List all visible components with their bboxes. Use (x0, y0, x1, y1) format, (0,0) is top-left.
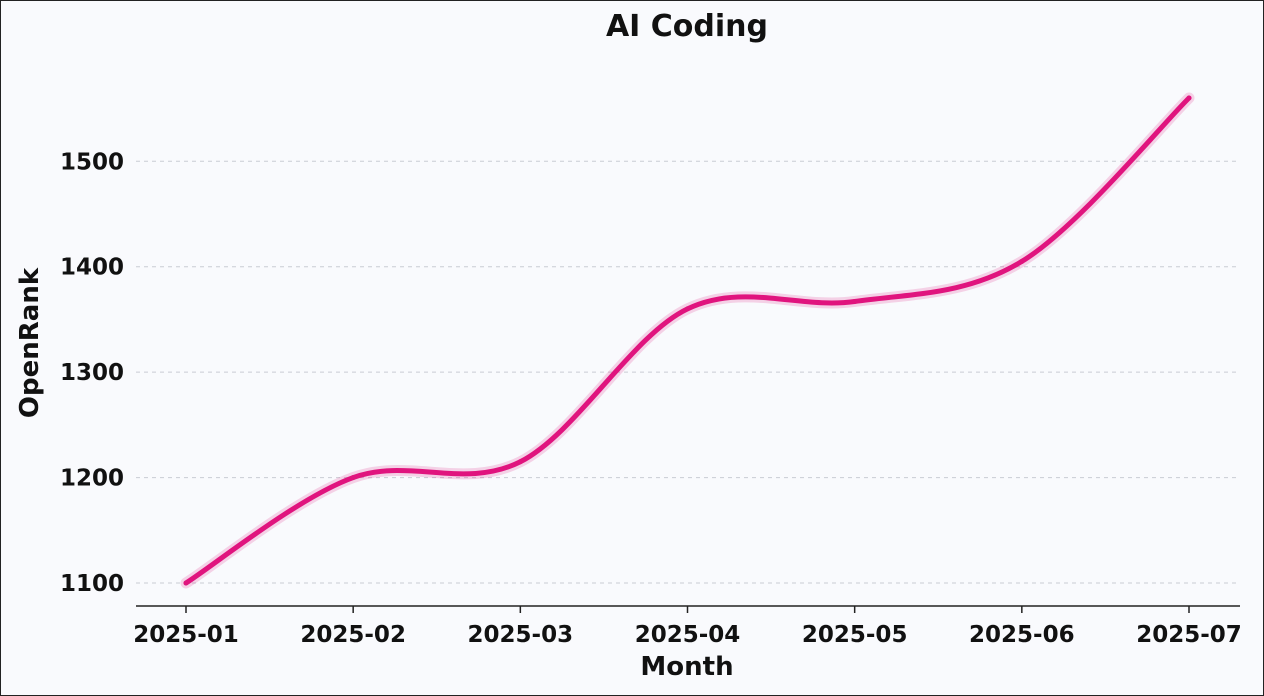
x-ticks: 2025-01 2025-02 2025-03 2025-04 2025-05 2025-… (133, 606, 1242, 648)
y-axis-label: OpenRank (15, 267, 45, 418)
x-tick-label: 2025-02 (300, 622, 406, 648)
y-tick-label: 1300 (60, 360, 124, 386)
x-tick-label: 2025-04 (635, 622, 741, 648)
x-tick-label: 2025-07 (1136, 622, 1242, 648)
data-point-2025-04 (685, 306, 690, 312)
y-tick-label: 1100 (60, 571, 124, 597)
data-point-2025-07 (1186, 95, 1192, 101)
y-tick-label: 1200 (60, 466, 124, 492)
data-point-2025-06 (1019, 258, 1025, 264)
series-group (180, 92, 1195, 589)
grid (136, 160, 1240, 584)
x-axis-label: Month (640, 652, 733, 682)
series-line-glow (180, 92, 1195, 589)
chart-title: AI Coding (606, 9, 768, 44)
y-tick-labels: 1100 1200 1300 1400 1500 (60, 149, 124, 597)
data-point-2025-05 (852, 298, 858, 304)
y-tick-label: 1500 (60, 149, 124, 175)
series-line (183, 95, 1192, 586)
data-point-2025-03 (517, 459, 523, 465)
x-tick-label: 2025-06 (969, 622, 1075, 648)
data-point-2025-01 (183, 580, 189, 586)
x-tick-label: 2025-05 (802, 622, 908, 648)
x-tick-label: 2025-01 (133, 622, 239, 648)
y-tick-label: 1400 (60, 255, 124, 281)
x-tick-label: 2025-03 (468, 622, 574, 648)
data-point-2025-02 (350, 475, 356, 481)
